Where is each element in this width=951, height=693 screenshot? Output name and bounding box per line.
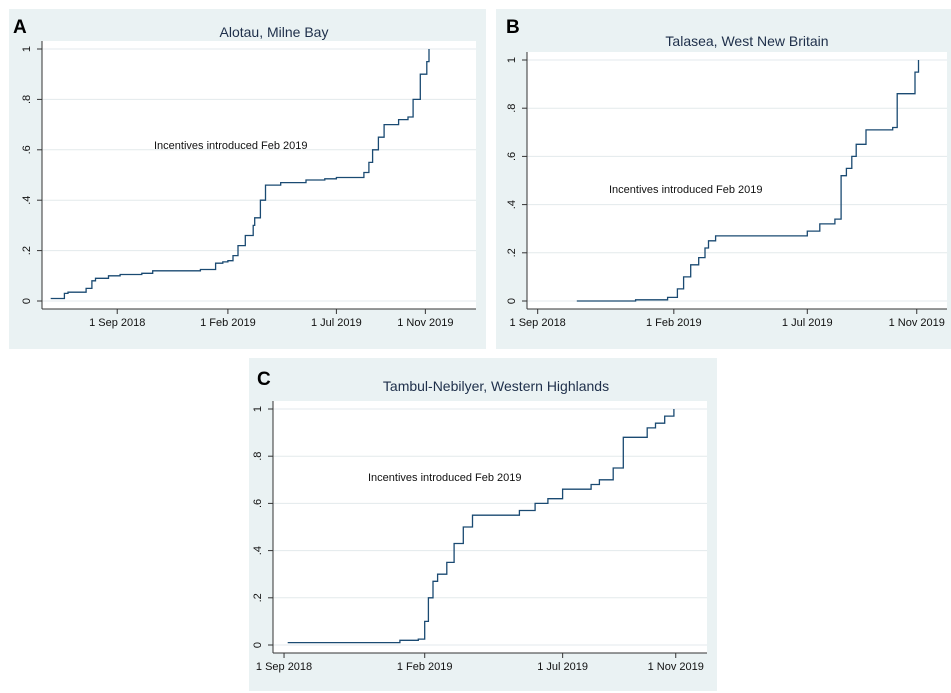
y-tick-label: .6 [252, 499, 264, 508]
y-tick-label: .8 [506, 104, 518, 113]
chart-talasea: 0 .2 .4 .6 .8 1 1 Sep 2018 1 Feb 2019 1 Jul 2019… [496, 9, 951, 349]
panel-letter: A [13, 17, 27, 38]
y-tick-label: .2 [252, 593, 264, 602]
y-tick-label: .8 [21, 95, 33, 104]
panel-letter: C [257, 369, 271, 390]
cumulative-series-line [287, 409, 675, 644]
panel-a: 0 .2 .4 .6 .8 1 1 Sep 2018 1 Feb 2019 1 Jul 2019… [9, 9, 486, 349]
chart-title: Talasea, West New Britain [665, 33, 828, 49]
chart-alotau: 0 .2 .4 .6 .8 1 1 Sep 2018 1 Feb 2019 1 Jul 2019… [9, 9, 486, 349]
x-tick-label: 1 Jul 2019 [311, 317, 362, 329]
cumulative-series-line [50, 49, 430, 300]
x-tick-label: 1 Nov 2019 [889, 317, 945, 329]
x-tick-label: 1 Jul 2019 [537, 661, 588, 673]
x-tick-label: 1 Jul 2019 [782, 317, 833, 329]
plot-area [527, 52, 947, 309]
y-tick-label: .2 [506, 248, 518, 257]
plot-area [42, 41, 476, 309]
y-tick-label: .8 [252, 452, 264, 461]
y-tick-label: .4 [21, 196, 33, 205]
x-tick-label: 1 Feb 2019 [646, 317, 702, 329]
x-tick-label: 1 Nov 2019 [397, 317, 453, 329]
y-tick-label: .2 [21, 246, 33, 255]
chart-title: Tambul-Nebilyer, Western Highlands [383, 378, 609, 394]
annotation-text: Incentives introduced Feb 2019 [609, 184, 763, 196]
annotation-text: Incentives introduced Feb 2019 [154, 140, 308, 152]
plot-area [273, 401, 707, 653]
panel-b: 0 .2 .4 .6 .8 1 1 Sep 2018 1 Feb 2019 1 Jul 2019… [496, 9, 951, 349]
y-tick-label: .6 [21, 145, 33, 154]
panel-c: 0 .2 .4 .6 .8 1 1 Sep 2018 1 Feb 2019 1 Jul 2019… [249, 358, 717, 691]
y-tick-label: 1 [21, 46, 33, 52]
chart-title: Alotau, Milne Bay [220, 24, 329, 40]
y-tick-label: 1 [252, 406, 264, 412]
y-tick-label: .4 [252, 546, 264, 555]
cumulative-series-line [576, 60, 920, 302]
x-tick-label: 1 Sep 2018 [256, 661, 312, 673]
x-tick-label: 1 Sep 2018 [510, 317, 566, 329]
x-tick-label: 1 Sep 2018 [89, 317, 145, 329]
y-tick-label: 0 [21, 298, 33, 304]
y-tick-label: 0 [506, 298, 518, 304]
y-tick-label: 0 [252, 642, 264, 648]
y-tick-label: .4 [506, 200, 518, 209]
annotation-text: Incentives introduced Feb 2019 [368, 472, 522, 484]
y-tick-label: .6 [506, 152, 518, 161]
y-tick-label: 1 [506, 57, 518, 63]
panel-letter: B [506, 17, 520, 38]
chart-tambul-nebilyer: 0 .2 .4 .6 .8 1 1 Sep 2018 1 Feb 2019 1 Jul 2019… [249, 358, 717, 691]
x-tick-label: 1 Nov 2019 [648, 661, 704, 673]
x-tick-label: 1 Feb 2019 [200, 317, 256, 329]
x-tick-label: 1 Feb 2019 [397, 661, 453, 673]
